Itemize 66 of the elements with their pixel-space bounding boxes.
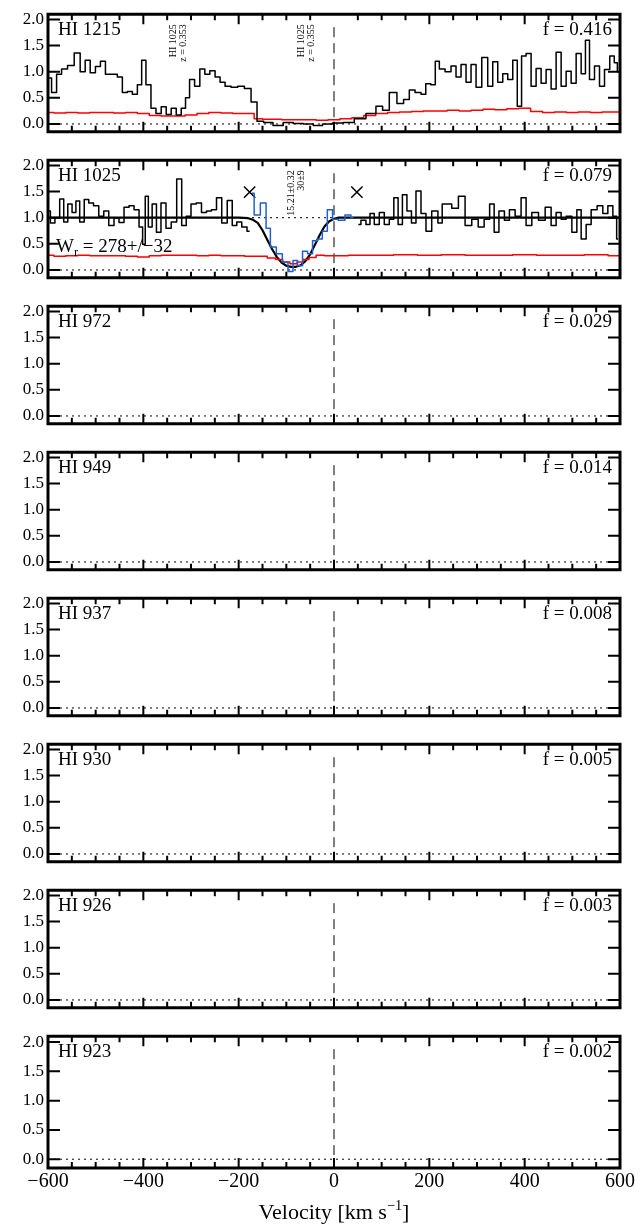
y-tick-label: 0.0 bbox=[22, 843, 44, 863]
chart-title: HI 949 bbox=[58, 456, 112, 478]
annotation: f = 0.002 bbox=[542, 1040, 612, 1062]
y-tick-label: 2.0 bbox=[22, 300, 44, 320]
x-tick-label: 0 bbox=[329, 1169, 339, 1192]
y-tick-label: 1.5 bbox=[22, 1060, 44, 1080]
y-tick-label: 1.5 bbox=[22, 35, 44, 55]
y-tick-label: 0.5 bbox=[22, 525, 44, 545]
y-tick-label: 2.0 bbox=[22, 446, 44, 466]
y-tick-label: 1.0 bbox=[22, 353, 44, 373]
y-tick-label: 1.0 bbox=[22, 645, 44, 665]
y-tick-label: 1.5 bbox=[22, 181, 44, 201]
y-tick-label: 0.5 bbox=[22, 233, 44, 253]
y-tick-label: 1.0 bbox=[22, 499, 44, 519]
x-tick-label: −400 bbox=[122, 1169, 164, 1192]
y-tick-label: 0.5 bbox=[22, 963, 44, 983]
y-tick-label: 2.0 bbox=[22, 738, 44, 758]
x-tick-label: 600 bbox=[605, 1169, 635, 1192]
y-tick-label: 2.0 bbox=[22, 1031, 44, 1051]
x-tick-label: −600 bbox=[27, 1169, 69, 1192]
y-tick-label: 1.5 bbox=[22, 473, 44, 493]
annotation: f = 0.005 bbox=[542, 748, 612, 770]
y-tick-label: 1.5 bbox=[22, 327, 44, 347]
chart-title: HI 972 bbox=[58, 310, 112, 332]
chart-title: HI 926 bbox=[58, 894, 112, 916]
y-tick-label: 0.0 bbox=[22, 113, 44, 133]
y-tick-label: 0.0 bbox=[22, 551, 44, 571]
annotation: f = 0.014 bbox=[542, 456, 613, 478]
annotation: f = 0.416 bbox=[542, 18, 612, 40]
y-tick-label: 0.5 bbox=[22, 87, 44, 107]
y-tick-label: 0.0 bbox=[22, 259, 44, 279]
x-tick-label: −200 bbox=[218, 1169, 260, 1192]
y-tick-label: 1.5 bbox=[22, 911, 44, 931]
y-tick-label: 1.0 bbox=[22, 791, 44, 811]
y-tick-label: 2.0 bbox=[22, 592, 44, 612]
chart-title: HI 1025 bbox=[58, 164, 121, 186]
annotation: f = 0.008 bbox=[542, 602, 612, 624]
y-tick-label: 0.0 bbox=[22, 697, 44, 717]
y-tick-label: 0.5 bbox=[22, 379, 44, 399]
y-tick-label: 2.0 bbox=[22, 154, 44, 174]
y-tick-label: 2.0 bbox=[22, 884, 44, 904]
y-tick-label: 0.5 bbox=[22, 817, 44, 837]
x-tick-label: 400 bbox=[509, 1169, 540, 1192]
y-tick-label: 2.0 bbox=[22, 8, 44, 28]
y-tick-label: 0.0 bbox=[22, 1148, 44, 1168]
y-tick-label: 1.0 bbox=[22, 207, 44, 227]
y-tick-label: 0.5 bbox=[22, 671, 44, 691]
annotation: f = 0.079 bbox=[542, 164, 612, 186]
y-tick-label: 1.0 bbox=[22, 937, 44, 957]
y-tick-label: 1.0 bbox=[22, 1090, 44, 1110]
chart-title: HI 1215 bbox=[58, 18, 121, 40]
annotation: f = 0.003 bbox=[542, 894, 612, 916]
y-tick-label: 0.0 bbox=[22, 405, 44, 425]
chart-title: HI 930 bbox=[58, 748, 112, 770]
y-tick-label: 1.5 bbox=[22, 619, 44, 639]
annotation: HI 1025 z = 0.355 bbox=[295, 24, 317, 62]
chart-title: HI 937 bbox=[58, 602, 112, 624]
y-tick-label: 0.0 bbox=[22, 989, 44, 1009]
y-tick-label: 0.5 bbox=[22, 1119, 44, 1139]
chart-title: HI 923 bbox=[58, 1040, 112, 1062]
x-tick-label: 200 bbox=[414, 1169, 445, 1192]
annotation: 15.21±0.32 30±9 bbox=[285, 170, 307, 216]
y-tick-label: 1.5 bbox=[22, 765, 44, 785]
annotation: HI 1025 z = 0.353 bbox=[166, 24, 188, 62]
annotation: f = 0.029 bbox=[542, 310, 612, 332]
y-tick-label: 1.0 bbox=[22, 61, 44, 81]
